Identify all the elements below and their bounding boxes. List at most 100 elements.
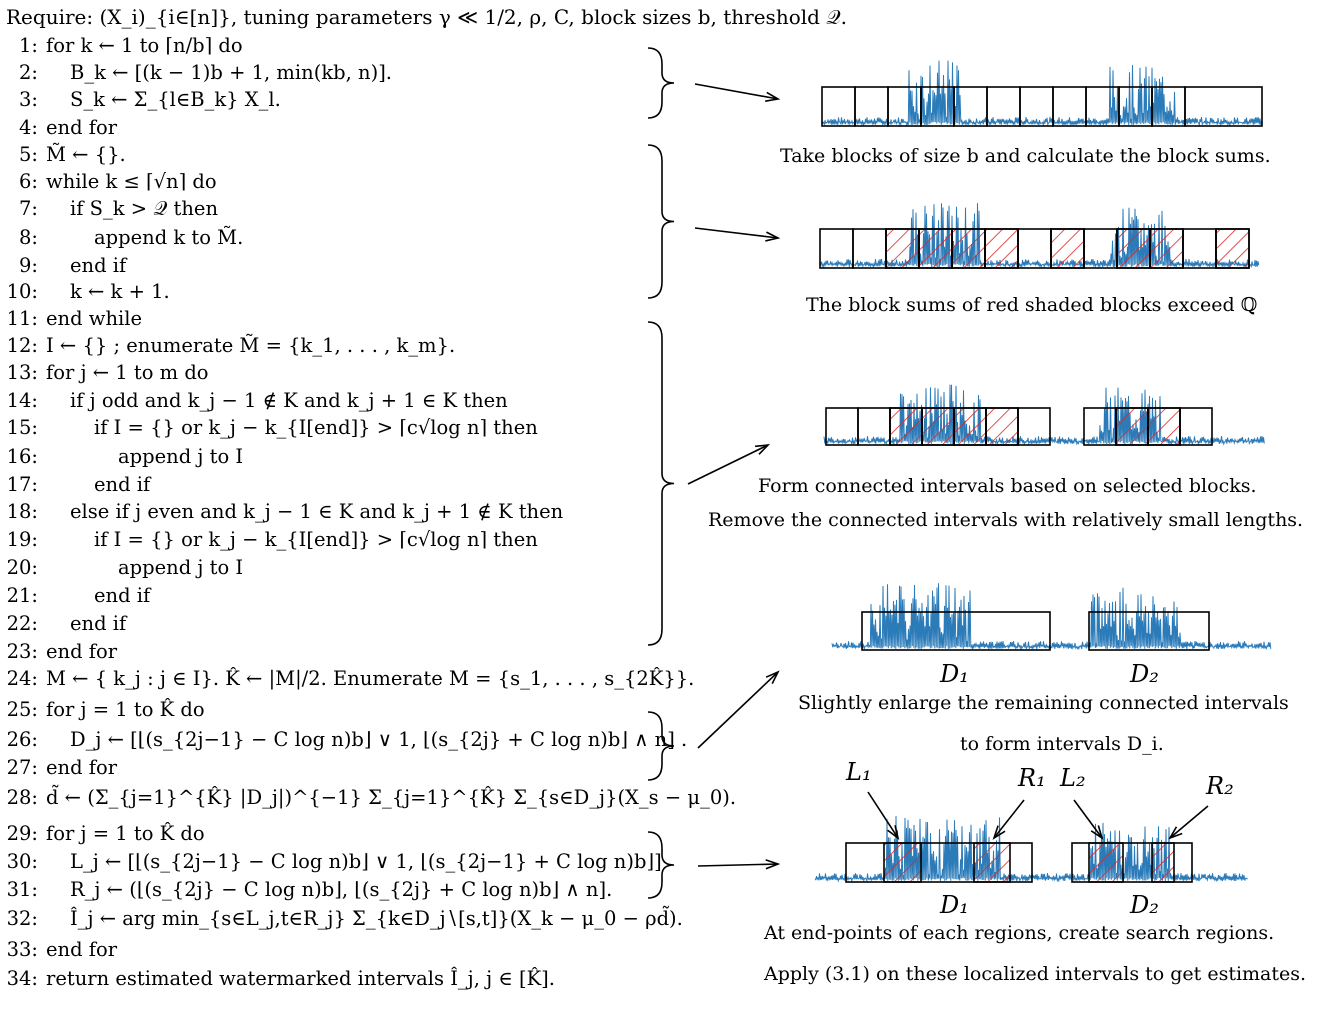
hatched-block [1050,228,1085,269]
line-number: 13: [6,361,38,384]
line-number: 30: [6,850,38,873]
line-number: 25: [6,698,38,721]
line-number: 20: [6,556,38,579]
signal-row4 [831,583,1272,651]
algorithm-line: 2: B_k ← [(k − 1)b + 1, min(kb, n)]. [0,61,700,87]
line-number: 9: [19,254,38,277]
hatched-block [889,407,923,446]
algorithm-line: 6: while k ≤ ⌈√n⌉ do [0,170,700,196]
arrow-step1 [694,83,779,100]
algorithm-line: 24: M ← { k_j : j ∈ I}. K̂ ← |M|/2. Enume… [0,667,700,693]
arrow-step2 [694,227,779,239]
hatched-block [1115,407,1149,446]
line-code: end for [46,756,118,779]
line-number: 14: [6,389,38,412]
search-region-l2 [1088,842,1124,883]
algorithm-line: 28: d̃ ← (Σ_{j=1}^{K̂} |D_j|)^{−1} Σ_{j=1… [0,786,736,812]
search-region-r1 [973,842,1011,883]
line-code: M ← { k_j : j ∈ I}. K̂ ← |M|/2. Enumerat… [46,667,695,690]
algorithm-line: 4: end for [0,116,700,142]
caption-step4b: to form intervals D_i. [960,733,1164,755]
arrow-step3-head [754,443,771,455]
algorithm-line: 18: else if j even and k_j − 1 ∈ K and k_… [0,500,700,526]
algorithm-line: 33: end for [0,938,700,964]
line-code: end for [46,116,118,139]
hatched-block [885,228,920,269]
caption-step5b: Apply (3.1) on these localized intervals… [764,963,1307,985]
hatched-block [951,228,986,269]
line-number: 22: [6,612,38,635]
brace-step4 [647,711,675,781]
arrow-step4-head [765,670,780,684]
hatched-block [921,407,955,446]
algorithm-line: 8: append k to M̃. [0,226,700,252]
hatched-block [1147,407,1181,446]
arrow-step5 [697,863,779,867]
label-r2: R₂ [1205,772,1234,800]
line-number: 34: [6,967,38,990]
line-code: k ← k + 1. [70,280,170,303]
hatched-block [1149,228,1184,269]
line-number: 19: [6,528,38,551]
line-code: if I = {} or k_j − k_{I[end]} > ⌈c√log n… [94,528,538,551]
algorithm-line: 23: end for [0,640,700,666]
line-code: if I = {} or k_j − k_{I[end]} > ⌈c√log n… [94,416,538,439]
line-number: 10: [6,280,38,303]
search-region-l1 [883,842,922,883]
line-code: I ← {} ; enumerate M̃ = {k_1, . . . , k_… [46,334,456,357]
hatched-block [953,407,987,446]
signal-row1 [821,60,1263,127]
line-code: end while [46,307,143,330]
line-number: 16: [6,445,38,468]
algorithm-line: 34: return estimated watermarked interval… [0,967,700,993]
algorithm-line: 21: end if [0,584,700,610]
algorithm-line: 20: append j to I [0,556,700,582]
interval-d1-box [861,611,1051,651]
algorithm-line: 15: if I = {} or k_j − k_{I[end]} > ⌈c√lo… [0,416,700,442]
line-number: 3: [19,88,38,111]
line-code: for j ← 1 to m do [46,361,209,384]
line-code: end for [46,640,118,663]
arrow-step4 [697,671,779,749]
algorithm-line: 22: end if [0,612,700,638]
algorithm-line: 32: Î_j ← arg min_{s∈L_j,t∈R_j} Σ_{k∈D_j∖… [0,907,700,933]
line-number: 32: [6,907,38,930]
arrow-r2 [1169,805,1209,839]
line-code: if j odd and k_j − 1 ∉ K and k_j + 1 ∈ K… [70,389,508,412]
algorithm-line: 10: k ← k + 1. [0,280,700,306]
line-number: 29: [6,822,38,845]
algorithm-line: 26: D_j ← [⌊(s_{2j−1} − C log n)b⌋ ∨ 1, ⌊… [0,728,700,754]
label-l1: L₁ [845,758,872,786]
caption-step1: Take blocks of size b and calculate the … [780,145,1271,167]
brace-step5 [647,831,675,899]
algorithm-line: 11: end while [0,307,700,333]
brace-step2 [647,144,675,299]
line-number: 8: [19,226,38,249]
arrow-step5-head [765,859,781,870]
algorithm-line: 9: end if [0,254,700,280]
arrow-step1-head [765,91,781,103]
arrow-r1 [993,799,1025,839]
arrow-step3 [687,444,769,485]
line-code: append j to I [118,556,244,579]
line-code: L_j ← [⌊(s_{2j−1} − C log n)b⌋ ∨ 1, ⌊(s_… [70,850,662,873]
brace-step1 [647,47,675,119]
algorithm-line: 5: M̃ ← {}. [0,143,700,169]
label-d1: D₁ [939,891,969,919]
line-code: end for [46,938,118,961]
caption-step2: The block sums of red shaded blocks exce… [806,294,1258,316]
line-code: for k ← 1 to ⌈n/b⌉ do [46,34,243,57]
line-code: R_j ← (⌊(s_{2j} − C log n)b⌋, ⌊(s_{2j} +… [70,878,613,901]
hatched-block [985,407,1019,446]
algorithm-line: 25: for j = 1 to K̂ do [0,698,700,724]
line-code: else if j even and k_j − 1 ∈ K and k_j +… [70,500,564,523]
line-number: 33: [6,938,38,961]
label-d2: D₂ [1129,891,1159,919]
interval-d1-box [845,842,1033,883]
caption-step4a: Slightly enlarge the remaining connected… [798,692,1289,714]
line-number: 15: [6,416,38,439]
line-code: for j = 1 to K̂ do [46,698,205,721]
interval-d2-box [1088,611,1210,651]
hatched-block [1215,228,1250,269]
line-number: 31: [6,878,38,901]
